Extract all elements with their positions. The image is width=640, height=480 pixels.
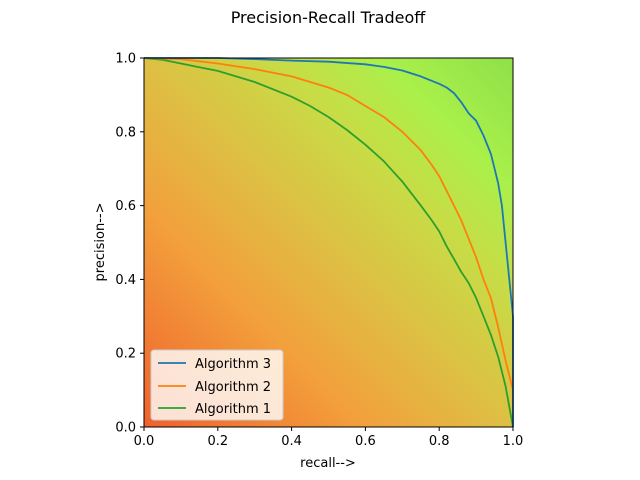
y-tick-label: 1.0 [115, 52, 136, 67]
x-tick-label: 0.0 [134, 434, 155, 449]
legend-label-algorithm-2: Algorithm 2 [195, 380, 271, 395]
plot-frame [143, 57, 514, 428]
y-tick-label: 0.8 [115, 125, 136, 140]
series-line-algorithm-3 [144, 57, 514, 427]
legend-box [150, 349, 284, 421]
chart-title: Precision-Recall Tradeoff [231, 8, 427, 27]
legend-label-algorithm-3: Algorithm 3 [195, 357, 271, 372]
y-axis-label: precision--> [93, 203, 108, 282]
x-tick-label: 0.8 [429, 434, 450, 449]
series-line-algorithm-2 [143, 57, 514, 391]
legend: Algorithm 3 Algorithm 2 Algorithm 1 [150, 349, 284, 421]
y-tick-label: 0.6 [115, 199, 136, 214]
y-tick-label: 0.4 [115, 273, 136, 288]
x-tick-label: 0.4 [281, 434, 302, 449]
y-tick-label: 0.2 [115, 347, 136, 362]
legend-label-algorithm-1: Algorithm 1 [195, 402, 271, 417]
series-line-algorithm-1 [143, 57, 514, 428]
x-tick-label: 0.6 [355, 434, 376, 449]
x-tick-label: 1.0 [503, 434, 524, 449]
series-layer [143, 57, 514, 428]
y-tick-label: 0.0 [115, 421, 136, 436]
x-axis-label: recall--> [300, 456, 356, 471]
y-axis: 0.0 0.2 0.4 0.6 0.8 1.0 [115, 52, 144, 436]
x-tick-label: 0.2 [207, 434, 228, 449]
x-axis: 0.0 0.2 0.4 0.6 0.8 1.0 [134, 427, 524, 449]
